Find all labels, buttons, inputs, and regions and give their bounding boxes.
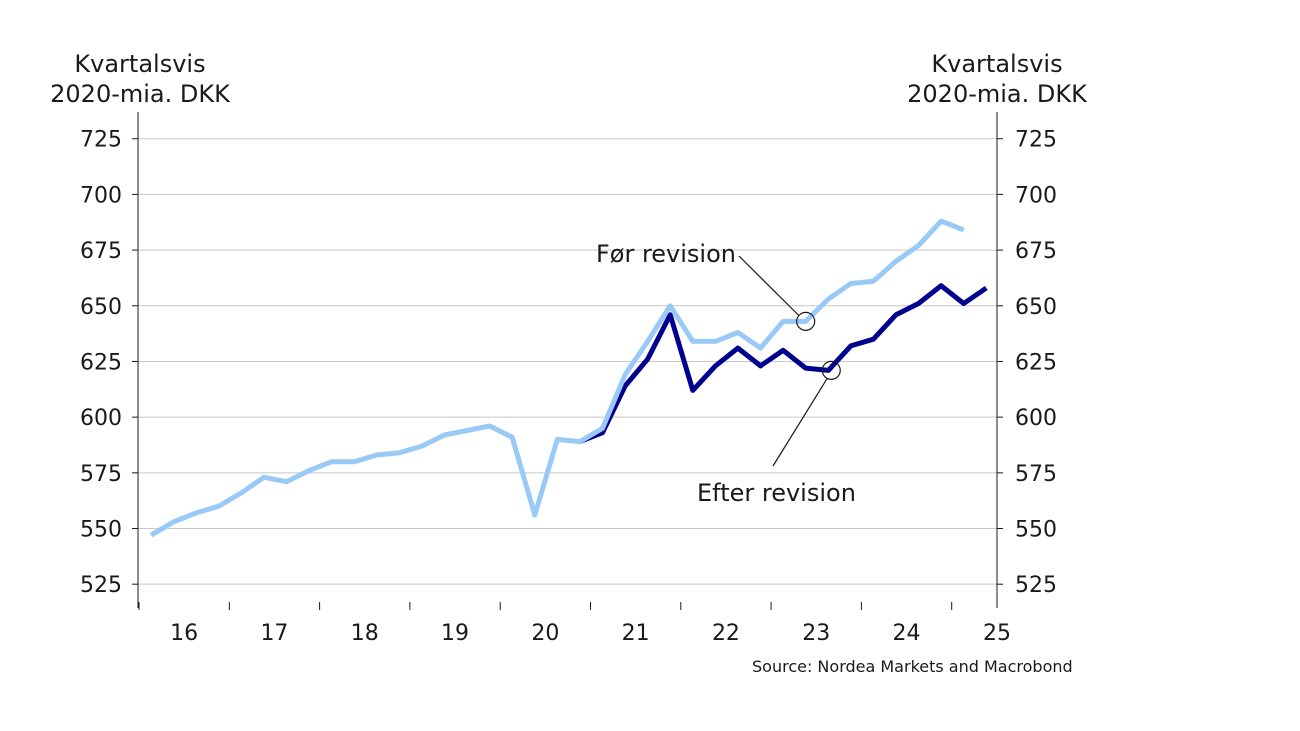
- left-y-tick-label-575: 575: [80, 462, 122, 487]
- left-y-tick-label-600: 600: [80, 406, 122, 431]
- annotation-leader-for-revision: [738, 255, 800, 316]
- annotation-leader-efter-revision: [772, 378, 828, 467]
- right-y-tick-label-625: 625: [1015, 350, 1057, 375]
- x-tick-label-19: 19: [441, 621, 469, 646]
- x-tick-label-24: 24: [893, 621, 921, 646]
- right-y-tick-label-525: 525: [1015, 573, 1057, 598]
- left-axis-unit-line-1: Kvartalsvis: [74, 50, 206, 78]
- left-y-tick-label-725: 725: [80, 128, 122, 153]
- left-y-tick-label-650: 650: [80, 295, 122, 320]
- x-tick-label-16: 16: [170, 621, 198, 646]
- annotation-label-for-revision: Før revision: [596, 240, 736, 268]
- x-tick-label-18: 18: [351, 621, 379, 646]
- axes: [132, 112, 1003, 610]
- left-axis-unit-label: Kvartalsvis 2020-mia. DKK: [40, 49, 240, 109]
- x-tick-label-25: 25: [983, 621, 1011, 646]
- right-y-tick-label-725: 725: [1015, 128, 1057, 153]
- right-y-tick-label-550: 550: [1015, 518, 1057, 543]
- right-y-tick-label-650: 650: [1015, 295, 1057, 320]
- x-tick-label-22: 22: [712, 621, 740, 646]
- right-axis-unit-label: Kvartalsvis 2020-mia. DKK: [897, 49, 1097, 109]
- gridlines: [138, 138, 997, 585]
- right-y-tick-label-700: 700: [1015, 183, 1057, 208]
- left-y-tick-label-525: 525: [80, 573, 122, 598]
- right-y-tick-label-675: 675: [1015, 239, 1057, 264]
- left-y-tick-label-700: 700: [80, 183, 122, 208]
- source-note: Source: Nordea Markets and Macrobond: [752, 657, 1073, 676]
- series-line-efter-revision: [578, 283, 988, 444]
- left-y-tick-label-625: 625: [80, 350, 122, 375]
- left-y-tick-label-675: 675: [80, 239, 122, 264]
- left-axis-unit-line-2: 2020-mia. DKK: [50, 80, 230, 108]
- annotation-circle-for-revision: [796, 311, 816, 331]
- x-tick-label-23: 23: [802, 621, 830, 646]
- series-line-f-r-revision: [149, 218, 965, 538]
- annotations: Før revision Efter revision: [596, 240, 856, 507]
- x-tick-label-21: 21: [622, 621, 650, 646]
- right-y-tick-label-575: 575: [1015, 462, 1057, 487]
- right-axis-unit-line-2: 2020-mia. DKK: [907, 80, 1087, 108]
- y-tick-labels: 525 525 550 550 575 575 600 600 625 625 650 650 675 6…: [80, 128, 1057, 598]
- annotation-label-efter-revision: Efter revision: [697, 479, 856, 507]
- x-tick-label-20: 20: [531, 621, 559, 646]
- right-axis-unit-line-1: Kvartalsvis: [931, 50, 1063, 78]
- x-tick-labels: 16 17 18 19 20 21 22 23 24 25: [170, 621, 1011, 646]
- series-lines: [149, 218, 988, 538]
- left-y-tick-label-550: 550: [80, 518, 122, 543]
- right-y-tick-label-600: 600: [1015, 406, 1057, 431]
- x-tick-label-17: 17: [260, 621, 288, 646]
- annotation-circle-efter-revision: [821, 360, 841, 380]
